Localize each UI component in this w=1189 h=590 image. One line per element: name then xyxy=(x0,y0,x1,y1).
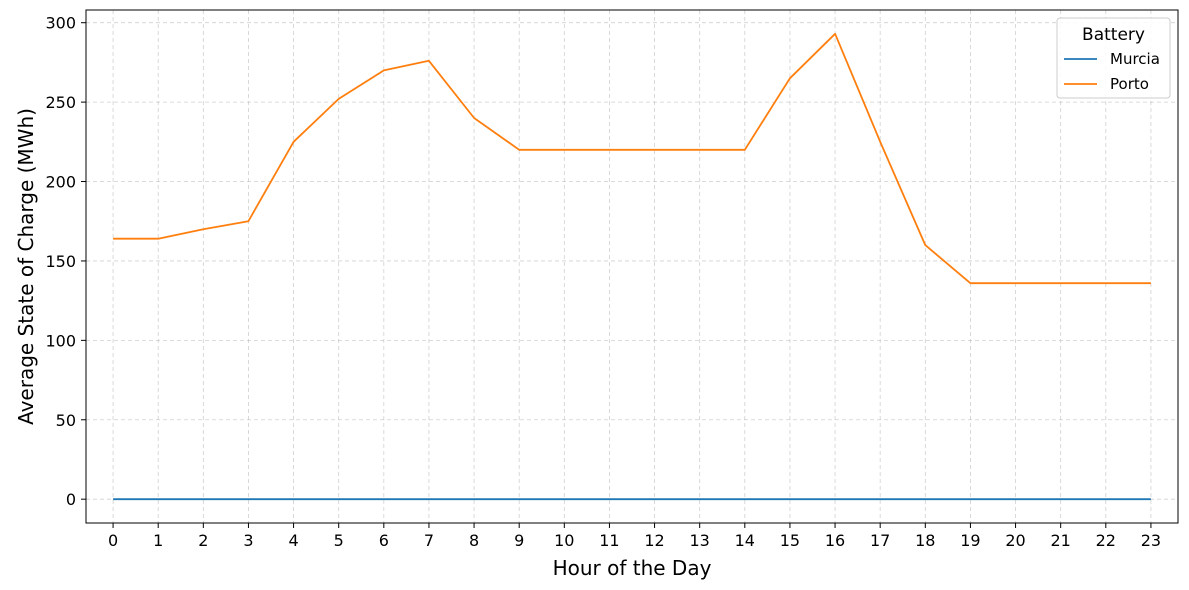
legend: Battery Murcia Porto xyxy=(1056,17,1171,99)
legend-label-murcia: Murcia xyxy=(1110,50,1160,68)
x-tick-label: 4 xyxy=(288,531,298,550)
x-tick-label: 13 xyxy=(690,531,710,550)
grid xyxy=(86,10,1178,523)
legend-items: Murcia Porto xyxy=(1064,50,1160,93)
x-tick-label: 8 xyxy=(469,531,479,550)
x-tick-label: 23 xyxy=(1141,531,1161,550)
legend-box xyxy=(1056,17,1171,99)
x-tick-label: 22 xyxy=(1096,531,1116,550)
y-tick-label: 300 xyxy=(45,14,76,33)
x-axis-ticks: 0 1 2 3 4 5 6 7 8 9 10 11 12 13 14 15 16 17 18 19 20 21 22 23 xyxy=(108,523,1161,550)
x-tick-label: 21 xyxy=(1050,531,1070,550)
y-tick-label: 250 xyxy=(45,93,76,112)
x-tick-label: 18 xyxy=(915,531,935,550)
x-tick-label: 2 xyxy=(198,531,208,550)
legend-label-porto: Porto xyxy=(1110,75,1149,93)
x-axis-label: Hour of the Day xyxy=(553,556,712,580)
x-tick-label: 15 xyxy=(780,531,800,550)
x-tick-label: 6 xyxy=(379,531,389,550)
y-axis-ticks: 0 50 100 150 200 250 300 xyxy=(45,14,86,509)
series-lines xyxy=(113,32,1151,501)
x-tick-label: 11 xyxy=(599,531,619,550)
x-tick-label: 10 xyxy=(554,531,574,550)
x-tick-label: 7 xyxy=(424,531,434,550)
x-tick-label: 12 xyxy=(644,531,664,550)
plot-frame xyxy=(85,9,1179,524)
x-tick-label: 19 xyxy=(960,531,980,550)
y-tick-label: 0 xyxy=(66,490,76,509)
x-tick-label: 1 xyxy=(153,531,163,550)
y-tick-label: 200 xyxy=(45,173,76,192)
x-tick-label: 20 xyxy=(1005,531,1025,550)
y-tick-label: 150 xyxy=(45,252,76,271)
x-tick-label: 16 xyxy=(825,531,845,550)
x-tick-label: 14 xyxy=(735,531,755,550)
y-tick-label: 50 xyxy=(56,411,76,430)
x-tick-label: 9 xyxy=(514,531,524,550)
y-tick-label: 100 xyxy=(45,331,76,350)
legend-title: Battery xyxy=(1082,25,1145,45)
x-tick-label: 17 xyxy=(870,531,890,550)
series-line-porto xyxy=(113,32,1151,285)
y-axis-label: Average State of Charge (MWh) xyxy=(14,108,38,425)
x-tick-label: 3 xyxy=(243,531,253,550)
x-tick-label: 5 xyxy=(334,531,344,550)
x-tick-label: 0 xyxy=(108,531,118,550)
